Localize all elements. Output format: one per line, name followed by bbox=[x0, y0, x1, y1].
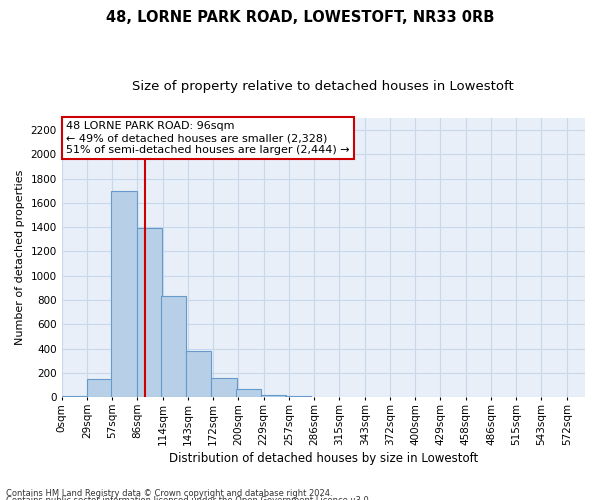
Title: Size of property relative to detached houses in Lowestoft: Size of property relative to detached ho… bbox=[133, 80, 514, 93]
Bar bbox=[137, 228, 162, 398]
Bar bbox=[62, 396, 87, 398]
Bar bbox=[211, 378, 236, 398]
Bar bbox=[112, 190, 137, 398]
Bar bbox=[186, 351, 211, 398]
Bar bbox=[286, 396, 311, 398]
Text: 48, LORNE PARK ROAD, LOWESTOFT, NR33 0RB: 48, LORNE PARK ROAD, LOWESTOFT, NR33 0RB bbox=[106, 10, 494, 25]
Text: Contains HM Land Registry data © Crown copyright and database right 2024.: Contains HM Land Registry data © Crown c… bbox=[6, 488, 332, 498]
Y-axis label: Number of detached properties: Number of detached properties bbox=[15, 170, 25, 346]
Bar bbox=[236, 390, 261, 398]
Bar bbox=[261, 395, 286, 398]
Text: 48 LORNE PARK ROAD: 96sqm
← 49% of detached houses are smaller (2,328)
51% of se: 48 LORNE PARK ROAD: 96sqm ← 49% of detac… bbox=[66, 122, 350, 154]
X-axis label: Distribution of detached houses by size in Lowestoft: Distribution of detached houses by size … bbox=[169, 452, 478, 465]
Text: Contains public sector information licensed under the Open Government Licence v3: Contains public sector information licen… bbox=[6, 496, 371, 500]
Bar bbox=[87, 378, 112, 398]
Bar bbox=[161, 296, 186, 398]
